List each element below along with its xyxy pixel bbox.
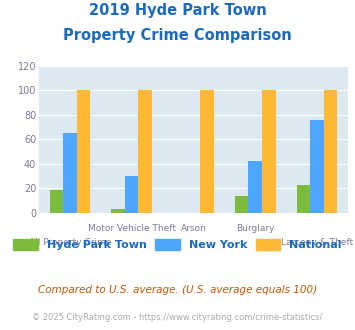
Bar (297, 185, 310, 213)
Text: 2019 Hyde Park Town: 2019 Hyde Park Town (89, 3, 266, 18)
Text: © 2025 CityRating.com - https://www.cityrating.com/crime-statistics/: © 2025 CityRating.com - https://www.city… (32, 313, 323, 322)
Text: Arson: Arson (181, 224, 206, 233)
Bar (111, 209, 125, 213)
Text: Compared to U.S. average. (U.S. average equals 100): Compared to U.S. average. (U.S. average … (38, 285, 317, 295)
Text: Motor Vehicle Theft: Motor Vehicle Theft (88, 224, 176, 233)
Text: Burglary: Burglary (236, 224, 274, 233)
Bar (77, 90, 90, 213)
Bar (248, 161, 262, 213)
Bar (125, 176, 138, 213)
Bar (324, 90, 337, 213)
Legend: Hyde Park Town, New York, National: Hyde Park Town, New York, National (10, 236, 345, 253)
Bar (63, 133, 77, 213)
Bar (262, 90, 275, 213)
Bar (310, 120, 324, 213)
Bar (200, 90, 214, 213)
Text: Property Crime Comparison: Property Crime Comparison (63, 28, 292, 43)
Bar (138, 90, 152, 213)
Bar (50, 190, 63, 213)
Text: All Property Crime: All Property Crime (29, 238, 111, 247)
Text: Larceny & Theft: Larceny & Theft (281, 238, 353, 247)
Bar (235, 196, 248, 213)
